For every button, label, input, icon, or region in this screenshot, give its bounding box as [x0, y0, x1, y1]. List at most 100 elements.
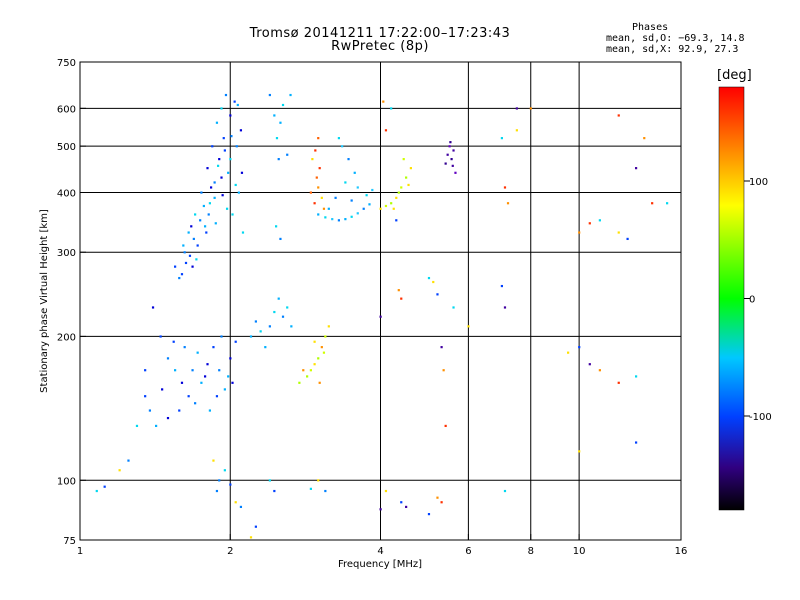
data-point	[444, 162, 447, 165]
data-point	[215, 121, 219, 124]
data-point	[118, 469, 121, 472]
data-point	[173, 369, 177, 372]
data-point	[194, 213, 197, 216]
data-point	[500, 137, 504, 140]
data-point	[365, 194, 368, 197]
data-point	[617, 381, 620, 384]
data-point	[440, 346, 443, 349]
data-point	[202, 204, 205, 208]
data-point	[314, 149, 317, 152]
data-point	[309, 487, 312, 490]
data-point	[467, 325, 470, 328]
data-point	[281, 315, 285, 318]
data-point	[192, 237, 195, 241]
data-point	[214, 222, 217, 225]
data-point	[626, 237, 629, 241]
data-point	[651, 202, 654, 205]
data-point	[144, 369, 147, 372]
data-point	[234, 501, 237, 504]
data-point	[235, 145, 238, 148]
data-point	[634, 167, 638, 170]
data-point	[666, 202, 669, 205]
data-point	[188, 254, 192, 257]
data-point	[515, 107, 518, 110]
data-point	[309, 191, 312, 194]
data-point	[598, 219, 601, 222]
data-point	[313, 340, 316, 343]
data-point	[151, 306, 155, 309]
data-point	[221, 194, 224, 197]
data-point	[344, 181, 347, 184]
data-point	[180, 381, 184, 384]
data-point	[448, 145, 451, 148]
y-tick-label: 200	[57, 332, 76, 343]
data-point	[313, 363, 316, 366]
data-point	[239, 129, 243, 132]
data-point	[327, 325, 330, 328]
data-point	[180, 273, 184, 276]
data-point	[155, 424, 158, 428]
data-point	[208, 202, 212, 205]
y-tick-label: 600	[57, 104, 76, 115]
data-point	[195, 258, 198, 261]
data-point	[397, 289, 400, 292]
data-point	[240, 171, 244, 174]
data-point	[320, 196, 323, 199]
data-point	[500, 284, 504, 288]
data-point	[127, 459, 130, 462]
data-point	[194, 402, 197, 405]
data-point	[578, 450, 581, 453]
data-point	[227, 171, 230, 174]
data-point	[317, 357, 320, 360]
data-point	[503, 306, 507, 309]
data-point	[382, 100, 385, 103]
data-point	[234, 183, 237, 187]
data-point	[347, 158, 350, 161]
data-point	[103, 485, 106, 488]
data-point	[400, 501, 403, 504]
data-point	[206, 167, 209, 170]
data-point	[436, 496, 439, 499]
chart-subtitle: RwPretec (8p)	[331, 39, 429, 54]
data-point	[302, 369, 305, 372]
data-point	[379, 207, 382, 210]
data-point	[317, 137, 320, 140]
grid-lines	[80, 62, 681, 540]
data-point	[281, 103, 285, 107]
data-point	[318, 167, 321, 170]
data-point	[208, 409, 212, 412]
data-point	[368, 203, 371, 206]
data-point	[144, 395, 147, 398]
data-point	[178, 276, 181, 280]
data-point	[395, 196, 398, 199]
data-point	[634, 375, 638, 378]
colorbar-tick-label: 0	[749, 295, 755, 306]
data-point	[331, 218, 334, 221]
x-tick-label: 8	[528, 546, 534, 557]
data-point	[353, 171, 356, 174]
data-point	[436, 293, 439, 296]
data-point	[309, 369, 312, 372]
data-point	[362, 207, 365, 210]
data-point	[230, 135, 233, 138]
data-point	[229, 158, 232, 161]
data-point	[207, 213, 210, 216]
data-point	[233, 100, 236, 103]
data-point	[213, 196, 216, 199]
data-point	[311, 158, 314, 161]
data-point	[279, 121, 282, 124]
data-point	[277, 297, 280, 300]
data-point	[241, 231, 245, 234]
colorbar-tick-label: -100	[749, 412, 772, 423]
data-point	[451, 164, 454, 167]
y-tick-label: 100	[57, 476, 76, 487]
data-point	[449, 141, 452, 144]
data-point	[578, 346, 581, 349]
data-point	[350, 215, 353, 218]
data-point	[379, 508, 382, 511]
data-point	[318, 381, 321, 384]
colorbar-ticks: 100 0 -100	[744, 177, 772, 423]
data-point	[215, 395, 219, 398]
data-point	[229, 357, 232, 360]
